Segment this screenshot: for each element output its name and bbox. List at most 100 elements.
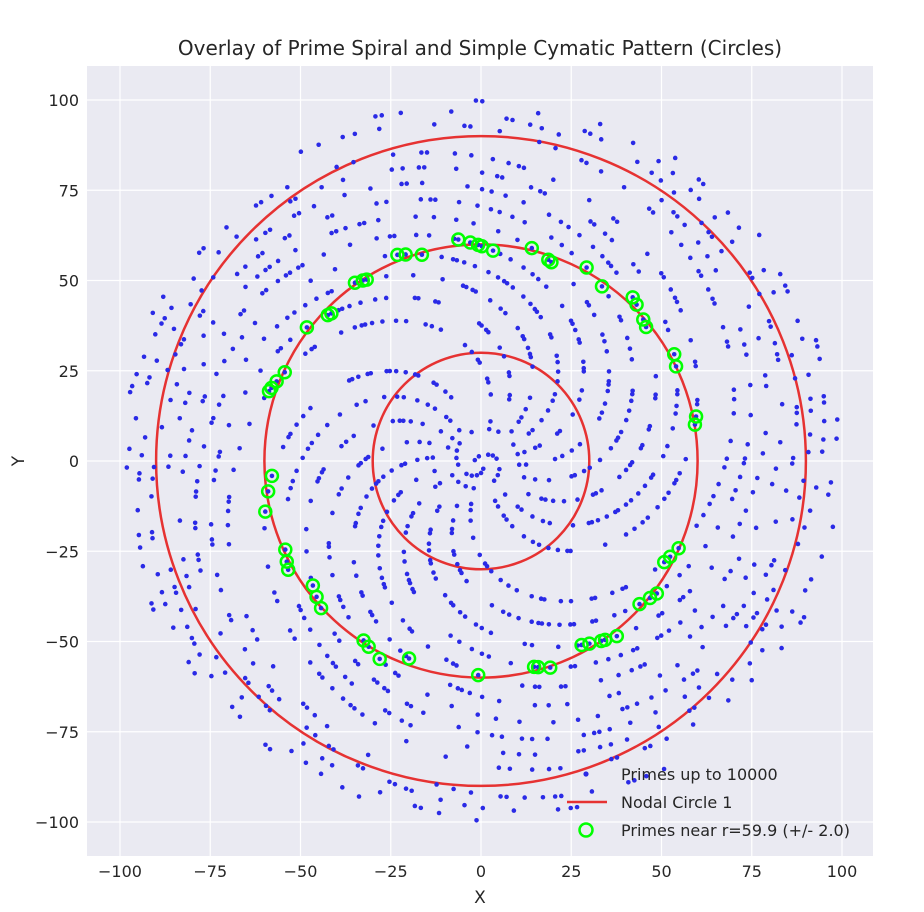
prime-point — [470, 535, 476, 541]
prime-point — [696, 685, 702, 690]
prime-point — [276, 696, 282, 702]
prime-point — [507, 766, 513, 772]
prime-point — [341, 604, 346, 610]
prime-point — [529, 593, 534, 599]
prime-point — [412, 295, 418, 301]
prime-point — [400, 618, 406, 623]
prime-point — [389, 167, 395, 172]
prime-point — [210, 542, 215, 547]
prime-point — [821, 437, 826, 442]
prime-point — [287, 233, 292, 238]
prime-point — [423, 322, 428, 327]
prime-point — [210, 275, 216, 280]
prime-point — [160, 294, 166, 300]
prime-point — [315, 432, 321, 438]
prime-point — [797, 495, 802, 500]
prime-point — [622, 608, 628, 614]
prime-point — [425, 644, 431, 649]
prime-point — [403, 318, 409, 324]
prime-point — [487, 298, 493, 303]
prime-point — [362, 322, 368, 327]
prime-point — [557, 428, 563, 434]
prime-point — [331, 747, 336, 752]
prime-point — [329, 230, 334, 236]
prime-point — [671, 351, 677, 357]
prime-point — [519, 415, 524, 420]
prime-point — [285, 496, 291, 502]
prime-point — [676, 545, 681, 551]
prime-point — [382, 585, 388, 590]
prime-point — [532, 702, 538, 708]
prime-point — [449, 530, 455, 536]
prime-point — [543, 497, 548, 502]
prime-point — [394, 394, 400, 399]
prime-point — [537, 684, 542, 690]
prime-point — [250, 627, 255, 633]
prime-point — [467, 690, 473, 696]
prime-point — [647, 423, 653, 429]
prime-point — [418, 805, 424, 811]
prime-point — [226, 494, 232, 500]
prime-point — [521, 475, 527, 480]
prime-point — [510, 285, 516, 290]
prime-point — [468, 124, 473, 129]
prime-point — [595, 713, 601, 719]
prime-point — [577, 232, 582, 238]
prime-point — [751, 562, 757, 567]
prime-point — [348, 702, 353, 708]
prime-point — [431, 214, 437, 220]
prime-point — [751, 615, 756, 620]
prime-point — [309, 346, 314, 352]
prime-point — [376, 126, 382, 132]
prime-point — [488, 206, 494, 212]
prime-point — [428, 527, 433, 533]
prime-point — [304, 325, 310, 330]
prime-point — [558, 793, 564, 799]
near-prime-marker — [629, 297, 644, 312]
prime-point — [537, 189, 543, 194]
prime-point — [645, 515, 651, 520]
prime-point — [288, 199, 293, 204]
prime-point — [243, 357, 249, 363]
prime-point — [497, 345, 503, 350]
prime-point — [683, 456, 689, 462]
prime-point — [490, 156, 496, 162]
prime-point — [789, 461, 795, 466]
prime-point — [773, 519, 779, 524]
prime-point — [834, 436, 839, 441]
prime-point — [631, 261, 636, 267]
prime-point — [614, 270, 619, 275]
prime-point — [278, 345, 284, 351]
near-prime-marker — [470, 667, 486, 683]
prime-point — [378, 524, 384, 530]
prime-point — [801, 614, 807, 620]
prime-point — [497, 466, 502, 472]
nodal-circle — [371, 351, 591, 571]
prime-point — [127, 446, 132, 452]
prime-point — [687, 588, 693, 594]
near-prime-marker — [638, 319, 654, 335]
prime-point — [558, 598, 564, 604]
prime-point — [779, 401, 785, 407]
prime-point — [644, 773, 649, 779]
prime-point — [581, 359, 586, 365]
prime-point — [275, 348, 281, 354]
prime-point — [794, 410, 800, 416]
prime-point — [737, 474, 743, 480]
prime-point — [372, 297, 378, 302]
prime-point — [656, 613, 661, 618]
prime-point — [576, 748, 581, 754]
prime-point — [165, 367, 170, 373]
prime-point — [403, 369, 409, 375]
prime-point — [597, 457, 603, 463]
prime-point — [652, 567, 658, 572]
prime-point — [412, 372, 418, 377]
prime-point — [498, 577, 503, 583]
prime-point — [522, 641, 528, 647]
prime-point — [632, 526, 637, 532]
prime-point — [828, 480, 834, 485]
prime-point — [678, 242, 684, 248]
prime-point — [173, 590, 179, 596]
prime-point — [486, 426, 492, 432]
prime-point — [589, 519, 595, 525]
